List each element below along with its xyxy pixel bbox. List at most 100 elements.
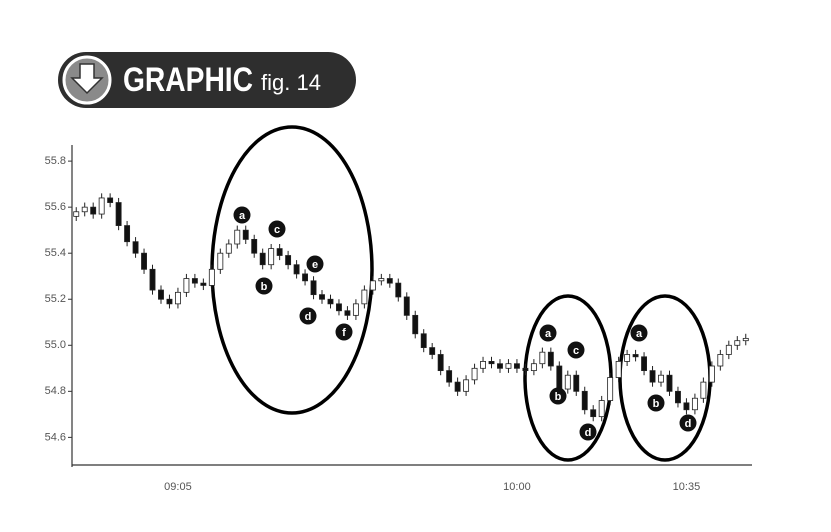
candle-body bbox=[344, 310, 351, 316]
candle-body bbox=[734, 340, 741, 346]
candle-body bbox=[302, 273, 309, 282]
annotation-label: d bbox=[305, 311, 312, 323]
candle-body bbox=[234, 229, 241, 245]
candle-body bbox=[632, 354, 639, 358]
annotation-label: d bbox=[685, 418, 692, 430]
candle-body bbox=[251, 238, 258, 254]
candle-body bbox=[505, 363, 512, 369]
annotation-marker bbox=[539, 324, 557, 342]
annotation-marker bbox=[647, 394, 665, 412]
annotation-marker bbox=[579, 423, 597, 441]
annotation-marker bbox=[233, 206, 251, 224]
y-tick-label: 55.8 bbox=[45, 155, 66, 167]
annotation-marker bbox=[255, 277, 273, 295]
y-tick-label: 54.8 bbox=[45, 385, 66, 397]
candle-body bbox=[725, 344, 732, 355]
candle-body bbox=[327, 298, 334, 305]
candle-body bbox=[352, 303, 359, 316]
candle-body bbox=[285, 255, 292, 266]
candle-body bbox=[403, 296, 410, 316]
badge-subtitle: fig. 14 bbox=[261, 70, 321, 95]
candle-body bbox=[547, 351, 554, 367]
candle-body bbox=[225, 243, 232, 254]
candle-body bbox=[107, 197, 114, 203]
candle-body bbox=[319, 294, 325, 300]
candle-body bbox=[217, 252, 224, 270]
y-tick-label: 55.4 bbox=[45, 247, 66, 259]
candle-body bbox=[412, 314, 419, 335]
candle-body bbox=[615, 361, 622, 378]
candle-body bbox=[497, 363, 503, 369]
annotation-label: b bbox=[653, 398, 660, 410]
annotation-label: a bbox=[239, 210, 246, 222]
annotation-marker bbox=[567, 341, 585, 359]
y-tick-label: 55.6 bbox=[45, 201, 66, 213]
candle-body bbox=[429, 347, 436, 355]
annotation-label: b bbox=[261, 281, 268, 293]
candle-body bbox=[336, 303, 342, 312]
badge bbox=[58, 52, 356, 108]
x-tick-label: 10:35 bbox=[673, 481, 701, 493]
candle-body bbox=[437, 354, 444, 372]
candle-body bbox=[378, 278, 385, 282]
annotation-marker bbox=[630, 324, 648, 342]
candle-body bbox=[446, 370, 453, 383]
candle-body bbox=[183, 278, 190, 293]
candle-body bbox=[522, 367, 529, 372]
candle-body bbox=[598, 400, 605, 418]
candle-body bbox=[166, 298, 173, 305]
annotation-label: f bbox=[342, 327, 346, 339]
arrow-icon bbox=[70, 63, 104, 95]
annotation-label: d bbox=[585, 427, 592, 439]
candle-body bbox=[641, 356, 648, 372]
candle-body bbox=[666, 374, 673, 392]
annotation-label: a bbox=[545, 328, 552, 340]
candle-body bbox=[463, 379, 470, 392]
candle-body bbox=[691, 397, 698, 411]
candle-body bbox=[149, 268, 156, 291]
candle-body bbox=[683, 402, 690, 411]
candle-body bbox=[242, 229, 249, 240]
y-tick-label: 55.0 bbox=[45, 339, 66, 351]
annotation-label: e bbox=[312, 259, 318, 271]
candle-body bbox=[539, 351, 546, 365]
y-tick-label: 55.2 bbox=[45, 293, 66, 305]
candle-body bbox=[488, 361, 495, 365]
candle-body bbox=[386, 278, 393, 284]
candle-body bbox=[420, 333, 427, 348]
candle-body bbox=[268, 248, 275, 266]
candle-body bbox=[90, 206, 97, 215]
candle-body bbox=[454, 381, 461, 392]
candle-body bbox=[132, 241, 139, 254]
candle-body bbox=[174, 291, 181, 305]
candle-body bbox=[675, 390, 681, 404]
candle-body bbox=[556, 365, 563, 390]
annotation-label: b bbox=[555, 391, 562, 403]
badge-title: GRAPHIC bbox=[123, 61, 253, 99]
annotation-label: c bbox=[573, 345, 579, 357]
annotation-label: c bbox=[274, 224, 280, 236]
candle-body bbox=[361, 289, 368, 305]
candle-body bbox=[369, 280, 376, 291]
x-tick-label: 09:05 bbox=[164, 481, 192, 493]
candle-body bbox=[395, 282, 402, 298]
candle-body bbox=[658, 374, 664, 383]
annotation-marker bbox=[299, 307, 317, 325]
candle-body bbox=[573, 374, 580, 392]
candle-body bbox=[200, 282, 207, 286]
candle-body bbox=[293, 264, 300, 275]
annotation-label: a bbox=[636, 328, 643, 340]
candle-body bbox=[700, 381, 707, 399]
candle-body bbox=[590, 409, 597, 418]
annotation-marker bbox=[306, 255, 324, 273]
annotation-marker bbox=[335, 323, 353, 341]
candle-body bbox=[708, 365, 715, 383]
candle-body bbox=[259, 252, 266, 266]
candle-body bbox=[480, 361, 486, 369]
candle-body bbox=[742, 337, 749, 342]
candle-body bbox=[141, 252, 147, 270]
annotation-marker bbox=[549, 387, 567, 405]
y-tick-label: 54.6 bbox=[45, 431, 66, 443]
